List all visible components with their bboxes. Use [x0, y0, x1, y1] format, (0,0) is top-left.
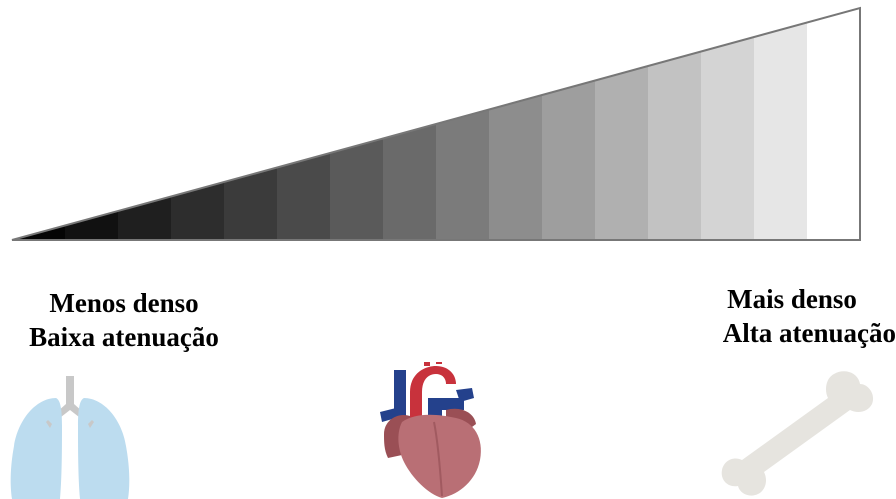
wedge-step — [701, 8, 755, 240]
wedge-step — [807, 8, 860, 240]
bone-shape — [721, 371, 874, 496]
wedge-outline — [11, 6, 861, 241]
lungs-icon — [10, 376, 130, 499]
wedge-step — [277, 8, 331, 240]
left-blue-branch — [380, 408, 396, 422]
high-density-label: Mais denso Alta atenuação — [680, 282, 896, 350]
low-attenuation-text: Baixa atenuação — [29, 322, 219, 352]
wedge-step — [595, 8, 649, 240]
wedge-step — [436, 8, 490, 240]
density-wedge — [11, 6, 861, 241]
high-density-title: Mais denso — [727, 284, 857, 314]
wedge-step — [383, 8, 437, 240]
low-density-title: Menos denso — [49, 288, 199, 318]
wedge-step — [224, 8, 278, 240]
wedge-step — [754, 8, 808, 240]
right-blue-branch — [456, 388, 474, 402]
wedge-step — [648, 8, 702, 240]
wedge-step — [12, 8, 66, 240]
right-lung-shape — [78, 398, 130, 499]
wedge-step — [489, 8, 543, 240]
high-attenuation-text: Alta atenuação — [722, 318, 896, 348]
aorta-shape — [410, 366, 456, 422]
aorta-branch-1 — [424, 362, 430, 366]
septum-line — [433, 421, 443, 497]
wedge-step — [171, 8, 225, 240]
wedge-step — [542, 8, 596, 240]
aorta-branch-2 — [436, 362, 442, 364]
wedge-step — [330, 8, 384, 240]
wedge-step — [118, 8, 172, 240]
bone-icon — [721, 371, 874, 496]
left-lung-shape — [10, 398, 63, 499]
heart-icon — [380, 362, 481, 498]
wedge-step — [65, 8, 119, 240]
low-density-label: Menos denso Baixa atenuação — [0, 286, 248, 354]
